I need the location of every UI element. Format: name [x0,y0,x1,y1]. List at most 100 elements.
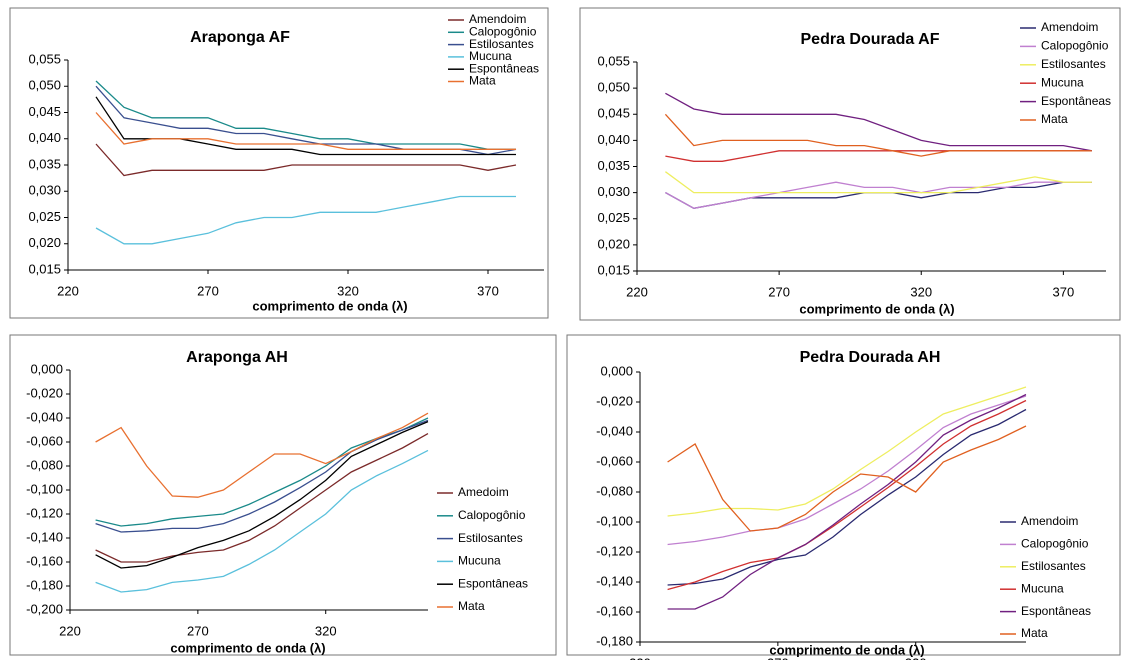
y-tick-label: -0,100 [596,513,633,528]
y-tick-label: 0,020 [28,235,61,250]
x-tick-label: 270 [197,283,219,298]
x-axis-label: comprimento de onda (λ) [252,298,407,313]
x-tick-label: 370 [477,283,499,298]
chart-title: Pedra Dourada AF [801,31,940,48]
series-line [667,408,1027,586]
y-tick-label: 0,045 [597,106,630,121]
panel [566,334,1121,656]
y-tick-label: 0,040 [597,132,630,147]
legend-label: Calopogônio [458,508,526,522]
chart-title: Pedra Dourada AH [800,349,941,366]
series-line [667,395,1027,546]
series-line [95,112,516,150]
series-line [665,171,1092,194]
y-tick-label: 0,050 [28,78,61,93]
x-tick-label: 320 [905,655,927,660]
y-tick-label: 0,055 [597,53,630,68]
legend-label: Mata [1041,112,1068,126]
x-tick-label: 320 [337,283,359,298]
x-tick-label: 320 [910,284,932,299]
legend-label: Espontâneas [1021,604,1091,618]
x-tick-label: 220 [629,655,651,660]
panel [9,7,549,319]
legend-label: Espontâneas [1041,94,1111,108]
legend-label: Amedoim [458,485,509,499]
y-tick-label: 0,030 [597,184,630,199]
series-line [95,421,429,569]
x-tick-label: 270 [767,655,789,660]
y-tick-label: -0,160 [596,603,633,618]
y-tick-label: 0,025 [597,210,630,225]
legend-label: Amendoim [1041,20,1098,34]
y-tick-label: -0,180 [596,633,633,648]
y-tick-label: -0,020 [26,385,63,400]
y-tick-label: -0,160 [26,553,63,568]
y-tick-label: -0,080 [26,457,63,472]
legend-label: Mata [1021,626,1048,640]
y-tick-label: 0,020 [597,236,630,251]
series-line [667,399,1027,591]
y-tick-label: -0,180 [26,577,63,592]
y-tick-label: 0,055 [28,51,61,66]
y-tick-label: 0,015 [597,262,630,277]
series-line [95,417,429,527]
legend-label: Espontâneas [469,61,539,75]
series-line [664,113,1092,157]
series-line [667,425,1027,532]
y-tick-label: 0,000 [30,361,63,376]
panel [9,334,557,656]
y-tick-label: 0,040 [28,130,61,145]
series-line [667,393,1027,610]
y-tick-label: 0,025 [28,209,61,224]
legend-label: Amendoim [469,12,526,26]
x-tick-label: 270 [768,284,790,299]
y-tick-label: 0,015 [28,261,61,276]
legend-label: Espontâneas [458,576,528,590]
series-line [665,181,1092,209]
y-tick-label: 0,050 [597,80,630,95]
y-tick-label: -0,060 [26,433,63,448]
y-tick-label: -0,120 [26,505,63,520]
legend-label: Mucuna [458,554,501,568]
legend-label: Estilosantes [458,531,523,545]
legend-label: Mucuna [1041,75,1084,89]
legend-label: Mucuna [1021,581,1064,595]
series-line [95,80,516,150]
y-tick-label: -0,200 [26,601,63,616]
legend-label: Mata [469,74,496,88]
legend-label: Calopogônio [1021,537,1089,551]
series-line [665,92,1092,152]
y-tick-label: -0,120 [596,543,633,558]
series-line [95,433,429,563]
panel [579,7,1121,321]
y-tick-label: 0,035 [28,156,61,171]
chart-title: Araponga AH [186,349,288,366]
legend-label: Amendoim [1021,514,1078,528]
x-tick-label: 320 [315,623,337,638]
series-line [665,181,1092,209]
y-tick-label: 0,000 [600,363,633,378]
y-tick-label: -0,060 [596,453,633,468]
series-line [95,419,429,533]
legend-label: Calopogônio [469,24,537,38]
legend-label: Mata [458,599,485,613]
y-tick-label: -0,040 [596,423,633,438]
series-line [665,150,1092,162]
y-tick-label: 0,045 [28,104,61,119]
x-axis-label: comprimento de onda (λ) [769,642,924,657]
series-line [95,449,429,593]
y-tick-label: -0,020 [596,393,633,408]
y-tick-label: -0,140 [596,573,633,588]
x-tick-label: 220 [57,283,79,298]
legend-label: Mucuna [469,49,512,63]
series-line [95,195,516,245]
x-tick-label: 270 [187,623,209,638]
y-tick-label: -0,040 [26,409,63,424]
y-tick-label: 0,035 [597,158,630,173]
series-line [95,143,517,177]
legend-label: Estilosantes [1021,559,1086,573]
y-tick-label: -0,140 [26,529,63,544]
x-axis-label: comprimento de onda (λ) [170,640,325,655]
series-line [95,96,516,156]
